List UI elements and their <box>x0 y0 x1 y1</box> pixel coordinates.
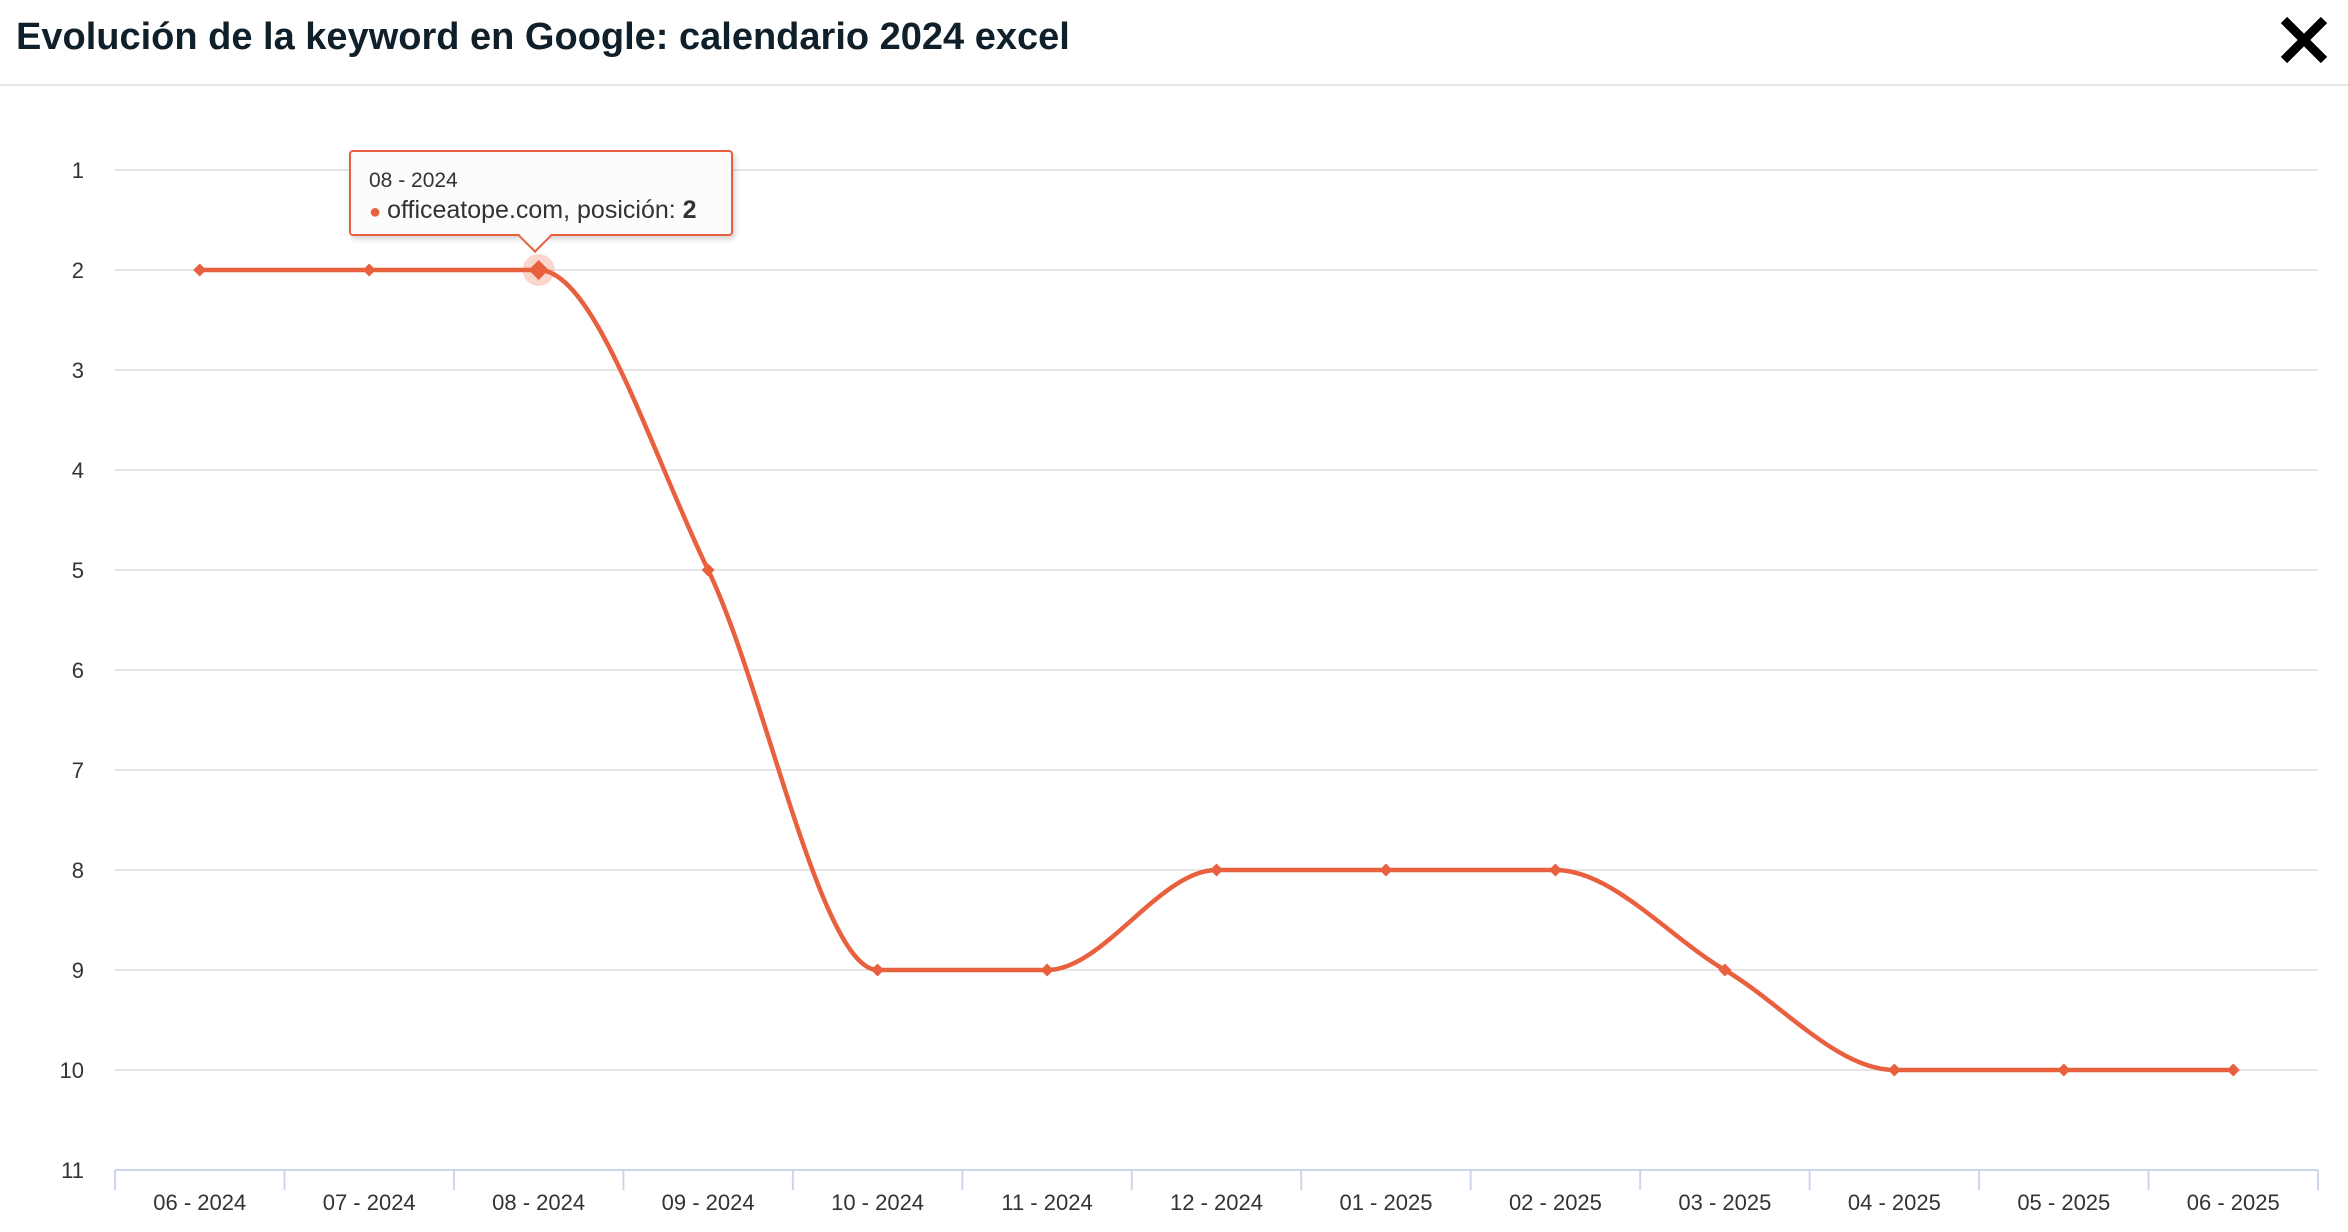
x-tick-label: 01 - 2025 <box>1339 1190 1432 1215</box>
data-point-marker <box>528 260 549 280</box>
y-tick-label: 9 <box>72 958 84 983</box>
modal-header: Evolución de la keyword en Google: calen… <box>0 0 2348 86</box>
data-point-marker <box>2226 1063 2240 1077</box>
tooltip-series-line: ● officeatope.com, posición: 2 <box>369 194 713 228</box>
chart-tooltip: 08 - 2024 ● officeatope.com, posición: 2 <box>349 150 733 236</box>
x-tick-label: 10 - 2024 <box>831 1190 924 1215</box>
data-point-marker <box>1718 963 1732 977</box>
data-point-marker <box>1379 863 1393 877</box>
data-point-marker <box>193 263 207 277</box>
y-tick-label: 4 <box>72 458 84 483</box>
y-tick-label: 6 <box>72 658 84 683</box>
data-point-marker <box>362 263 376 277</box>
close-button[interactable] <box>2276 12 2332 68</box>
y-tick-label: 1 <box>72 158 84 183</box>
y-tick-label: 5 <box>72 558 84 583</box>
y-tick-label: 11 <box>61 1158 84 1183</box>
tooltip-series-dot-icon: ● <box>369 201 382 223</box>
page-title: Evolución de la keyword en Google: calen… <box>16 16 1070 58</box>
chart-area: 1 2 3 4 5 6 7 8 9 10 11 06 - 2024 07 - 2024 08 - 2024… <box>0 88 2348 1232</box>
x-tick-label: 03 - 2025 <box>1678 1190 1771 1215</box>
x-tick-label: 09 - 2024 <box>662 1190 755 1215</box>
y-tick-label: 2 <box>72 258 84 283</box>
y-tick-label: 3 <box>72 358 84 383</box>
x-tick-label: 04 - 2025 <box>1848 1190 1941 1215</box>
x-tick-label: 08 - 2024 <box>492 1190 585 1215</box>
data-point-marker <box>1548 863 1562 877</box>
tooltip-value-label: , posición: <box>563 196 683 224</box>
tooltip-value: 2 <box>682 196 697 224</box>
x-tick-label: 07 - 2024 <box>323 1190 416 1215</box>
data-point-marker <box>871 963 885 977</box>
x-tick-label: 02 - 2025 <box>1509 1190 1602 1215</box>
data-point-marker <box>1040 963 1054 977</box>
close-icon <box>2280 16 2328 64</box>
tooltip-date: 08 - 2024 <box>369 169 458 192</box>
x-tick-label: 12 - 2024 <box>1170 1190 1263 1215</box>
x-tick-label: 05 - 2025 <box>2017 1190 2110 1215</box>
tooltip-series-name: officeatope.com <box>387 196 564 224</box>
line-chart: 1 2 3 4 5 6 7 8 9 10 11 06 - 2024 07 - 2024 08 - 2024… <box>60 158 2319 1215</box>
y-tick-label: 7 <box>72 758 84 783</box>
x-tick-label: 06 - 2025 <box>2187 1190 2280 1215</box>
y-tick-label: 10 <box>60 1058 84 1083</box>
data-point-marker <box>701 563 715 577</box>
series-line <box>199 267 2234 1073</box>
data-point-marker <box>1210 863 1223 877</box>
x-tick-label: 06 - 2024 <box>153 1190 246 1215</box>
data-point-marker <box>1887 1063 1901 1077</box>
data-point-marker <box>2057 1063 2071 1077</box>
x-tick-label: 11 - 2024 <box>1001 1190 1092 1215</box>
y-tick-label: 8 <box>72 858 84 883</box>
